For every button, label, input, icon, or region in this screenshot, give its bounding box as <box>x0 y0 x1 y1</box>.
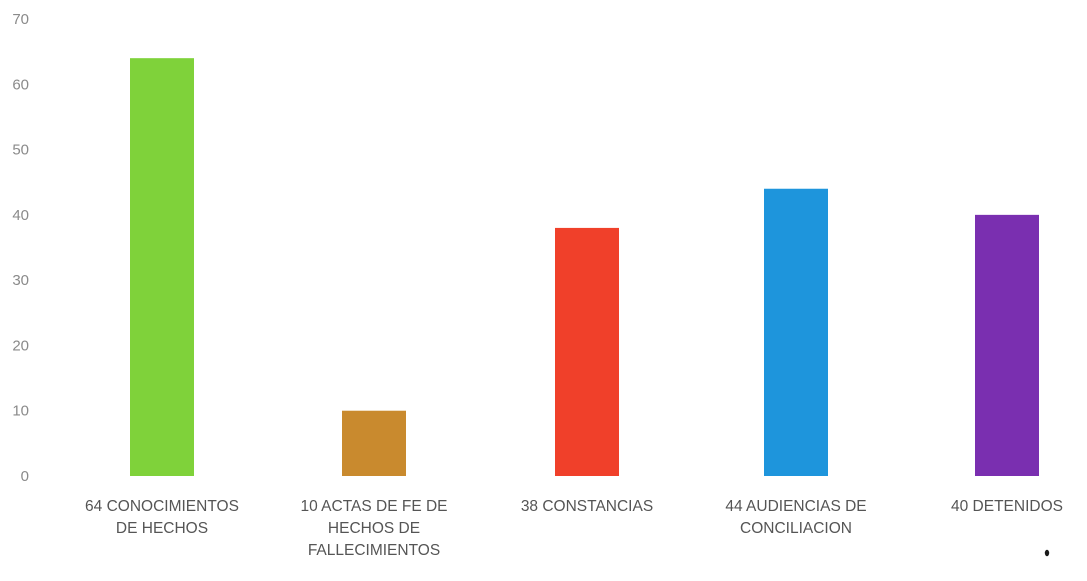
category-label-line: DE HECHOS <box>116 520 208 537</box>
bar <box>764 188 828 476</box>
y-tick-label: 40 <box>12 207 29 224</box>
y-tick-label: 60 <box>12 76 29 93</box>
category-label-line: 10 ACTAS DE FE DE <box>300 498 447 515</box>
category-label-line: FALLECIMIENTOS <box>308 542 440 559</box>
bar <box>975 214 1039 476</box>
bar <box>555 227 619 476</box>
bar <box>130 58 194 477</box>
y-tick-label: 30 <box>12 272 29 289</box>
bar <box>342 410 406 476</box>
bars <box>130 58 1039 477</box>
category-label-line: 44 AUDIENCIAS DE <box>725 498 866 515</box>
category-label-line: CONCILIACION <box>740 520 852 537</box>
y-tick-label: 20 <box>12 337 29 354</box>
y-axis: 0 10 20 30 40 50 60 70 <box>12 11 29 485</box>
category-label: 64 CONOCIMIENTOS DE HECHOS <box>85 498 239 537</box>
category-label: 38 CONSTANCIAS <box>521 498 653 515</box>
ink-dot <box>1044 549 1050 557</box>
category-label-line: HECHOS DE <box>328 520 420 537</box>
x-axis-labels: 64 CONOCIMIENTOS DE HECHOS 10 ACTAS DE FE … <box>85 498 1063 559</box>
y-tick-label: 70 <box>12 11 29 28</box>
y-tick-label: 50 <box>12 142 29 159</box>
category-label: 44 AUDIENCIAS DE CONCILIACION <box>725 498 866 537</box>
category-label-line: 38 CONSTANCIAS <box>521 498 653 515</box>
category-label: 40 DETENIDOS <box>951 498 1063 515</box>
category-label-line: 40 DETENIDOS <box>951 498 1063 515</box>
category-label: 10 ACTAS DE FE DE HECHOS DE FALLECIMIENTOS <box>300 498 447 559</box>
y-tick-label: 0 <box>21 468 29 485</box>
y-tick-label: 10 <box>12 403 29 420</box>
category-label-line: 64 CONOCIMIENTOS <box>85 498 239 515</box>
